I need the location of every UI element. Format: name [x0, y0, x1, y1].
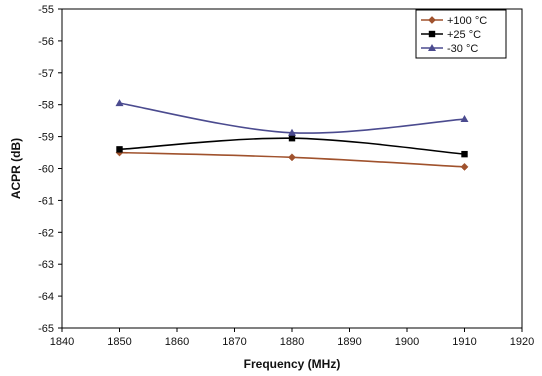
data-point [288, 128, 296, 136]
x-tick-label: 1900 [395, 336, 419, 348]
y-tick-label: -56 [38, 36, 54, 48]
legend-label: +25 °C [447, 29, 481, 41]
x-tick-label: 1870 [222, 336, 246, 348]
y-tick-label: -61 [38, 195, 54, 207]
legend-item: +25 °C [421, 29, 481, 41]
y-tick-label: -62 [38, 227, 54, 239]
data-point [288, 134, 296, 142]
legend-marker [428, 16, 436, 24]
y-tick-label: -59 [38, 132, 54, 144]
x-tick-label: 1920 [510, 336, 534, 348]
series-layer [115, 99, 469, 171]
x-tick-label: 1890 [337, 336, 361, 348]
x-tick-label: 1880 [280, 336, 304, 348]
legend-label: +100 °C [447, 15, 487, 27]
series-1 [115, 148, 469, 171]
data-point [460, 162, 469, 171]
data-point [116, 146, 123, 153]
y-tick-label: -57 [38, 68, 54, 80]
legend-marker [428, 30, 436, 38]
y-tick-label: -65 [38, 323, 54, 335]
y-tick-label: -63 [38, 259, 54, 271]
series-3 [115, 99, 469, 136]
data-point [460, 115, 469, 123]
y-tick-label: -55 [38, 4, 54, 16]
legend-item: +100 °C [421, 15, 487, 27]
legend-marker [428, 44, 436, 51]
y-tick-label: -58 [38, 100, 54, 112]
data-point [461, 150, 468, 158]
legend-item: -30 °C [421, 43, 478, 55]
data-point [115, 99, 124, 107]
legend: +100 °C +25 °C -30 °C [415, 9, 507, 59]
x-tick-label: 1860 [165, 336, 189, 348]
x-tick-label: 1840 [50, 336, 74, 348]
x-tick-label: 1850 [107, 336, 131, 348]
plot-area [61, 8, 523, 329]
x-tick-label: 1910 [452, 336, 476, 348]
data-point [288, 153, 296, 162]
y-tick-label: -64 [38, 291, 54, 303]
legend-label: -30 °C [447, 43, 478, 55]
x-axis-title: Frequency (MHz) [244, 357, 341, 371]
y-tick-label: -60 [38, 164, 54, 176]
y-axis-title: ACPR (dB) [9, 138, 23, 199]
axes-layer [58, 8, 523, 332]
series-2 [116, 134, 468, 158]
